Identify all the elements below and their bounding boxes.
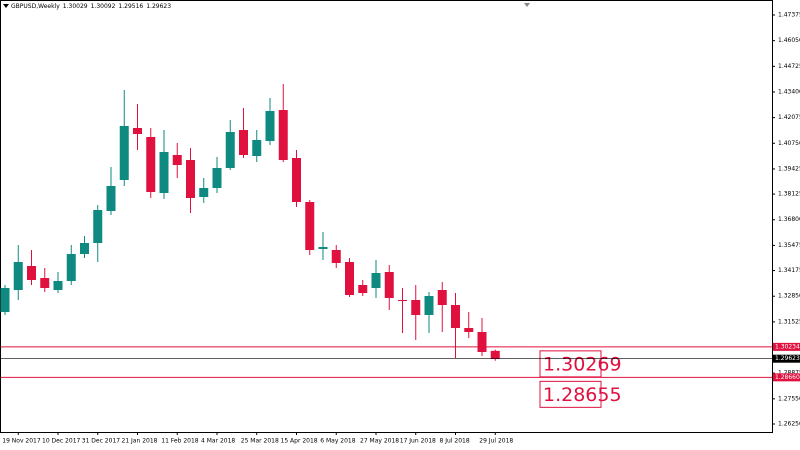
candle-body	[252, 139, 262, 157]
candle-body	[437, 290, 447, 306]
level-axis-tag	[773, 373, 800, 382]
candle-body	[0, 287, 10, 313]
level-axis-label: 1.30234	[775, 343, 800, 350]
candle-body	[398, 299, 407, 302]
x-tick-label: 27 May 2018	[360, 438, 399, 445]
x-tick-label: 4 Mar 2018	[201, 438, 235, 445]
y-tick-label: 1.47375	[778, 12, 800, 19]
candle-body	[40, 278, 50, 288]
candle-body	[358, 285, 368, 294]
y-tick-label: 1.46050	[778, 37, 800, 44]
candle-body	[159, 152, 169, 194]
x-tick-label: 10 Dec 2017	[42, 438, 81, 445]
candle-body	[451, 305, 460, 328]
level-annotation: 1.30269	[543, 353, 622, 375]
candle-body	[464, 327, 474, 333]
candle-body	[265, 110, 275, 142]
chart-header: GBPUSD,Weekly 1.30029 1.30092 1.29516 1.2962…	[11, 3, 174, 10]
y-tick-label: 1.28875	[778, 370, 800, 377]
y-tick-label: 1.42075	[778, 114, 800, 121]
candle-body	[172, 155, 182, 166]
y-tick-label: 1.38125	[778, 191, 800, 198]
level-axis-label: 1.28660	[775, 374, 800, 381]
y-tick-label: 1.31525	[778, 318, 800, 325]
level-annotation-box	[539, 350, 602, 378]
y-tick-label: 1.26250	[778, 421, 800, 428]
y-tick-label: 1.43400	[778, 88, 800, 95]
candle-body	[146, 136, 156, 193]
bid-axis-label: 1.29623	[775, 355, 800, 362]
candle-body	[424, 296, 434, 316]
header-close: 1.29623	[146, 3, 172, 10]
candle-body	[66, 253, 76, 282]
candle-body	[199, 187, 209, 197]
x-tick-label: 29 Jul 2018	[479, 438, 513, 445]
candle-body	[106, 186, 116, 211]
y-tick-label: 1.32850	[778, 293, 800, 300]
menu-triangle[interactable]	[3, 4, 9, 8]
y-tick-label: 1.35475	[778, 242, 800, 249]
header-high: 1.30092	[90, 3, 116, 10]
y-tick-label: 1.27550	[778, 395, 800, 402]
level-annotation: 1.28655	[543, 384, 622, 406]
x-tick-label: 31 Dec 2017	[82, 438, 121, 445]
candle-body	[292, 158, 301, 203]
candle-body	[212, 167, 222, 188]
x-tick-label: 25 Mar 2018	[241, 438, 279, 445]
candle-body	[331, 250, 341, 263]
level-annotation-box	[539, 380, 602, 408]
y-tick-label: 1.39425	[778, 165, 800, 172]
candle-body	[384, 272, 394, 299]
candle-body	[345, 262, 354, 296]
header-low: 1.29516	[118, 3, 144, 10]
y-tick-label: 1.44725	[778, 63, 800, 70]
candle-body	[186, 159, 195, 199]
candle-body	[27, 265, 36, 280]
level-axis-tag	[773, 342, 800, 351]
candle-body	[225, 132, 235, 168]
x-tick-label: 8 Jul 2018	[440, 438, 470, 445]
candle-body	[371, 273, 381, 288]
candle-body	[133, 127, 142, 134]
candle-body	[305, 202, 315, 251]
x-tick-label: 6 May 2018	[320, 438, 355, 445]
candle-body	[93, 210, 103, 243]
x-tick-label: 11 Feb 2018	[161, 438, 199, 445]
candle-body	[13, 262, 23, 291]
candle-body	[278, 110, 288, 160]
plot-frame	[0, 0, 773, 433]
y-tick-label: 1.40750	[778, 140, 800, 147]
candle-body	[119, 126, 129, 180]
candle-body	[411, 299, 421, 316]
header-open: 1.30029	[62, 3, 88, 10]
bid-axis-tag	[773, 354, 800, 363]
x-tick-label: 21 Jan 2018	[122, 438, 158, 445]
candle-body	[477, 332, 487, 353]
candle-body	[318, 247, 328, 250]
x-tick-label: 15 Apr 2018	[281, 438, 318, 445]
x-tick-label: 17 Jun 2018	[400, 438, 436, 445]
symbol-title: GBPUSD,Weekly	[11, 3, 60, 10]
y-tick-label: 1.36800	[778, 216, 800, 223]
y-tick-label: 1.34175	[778, 267, 800, 274]
candle-body	[490, 350, 500, 359]
x-tick-label: 19 Nov 2017	[2, 438, 41, 445]
scroll-marker[interactable]	[524, 3, 530, 7]
candle-body	[80, 242, 89, 254]
candle-body	[53, 281, 63, 291]
candle-body	[239, 130, 248, 156]
